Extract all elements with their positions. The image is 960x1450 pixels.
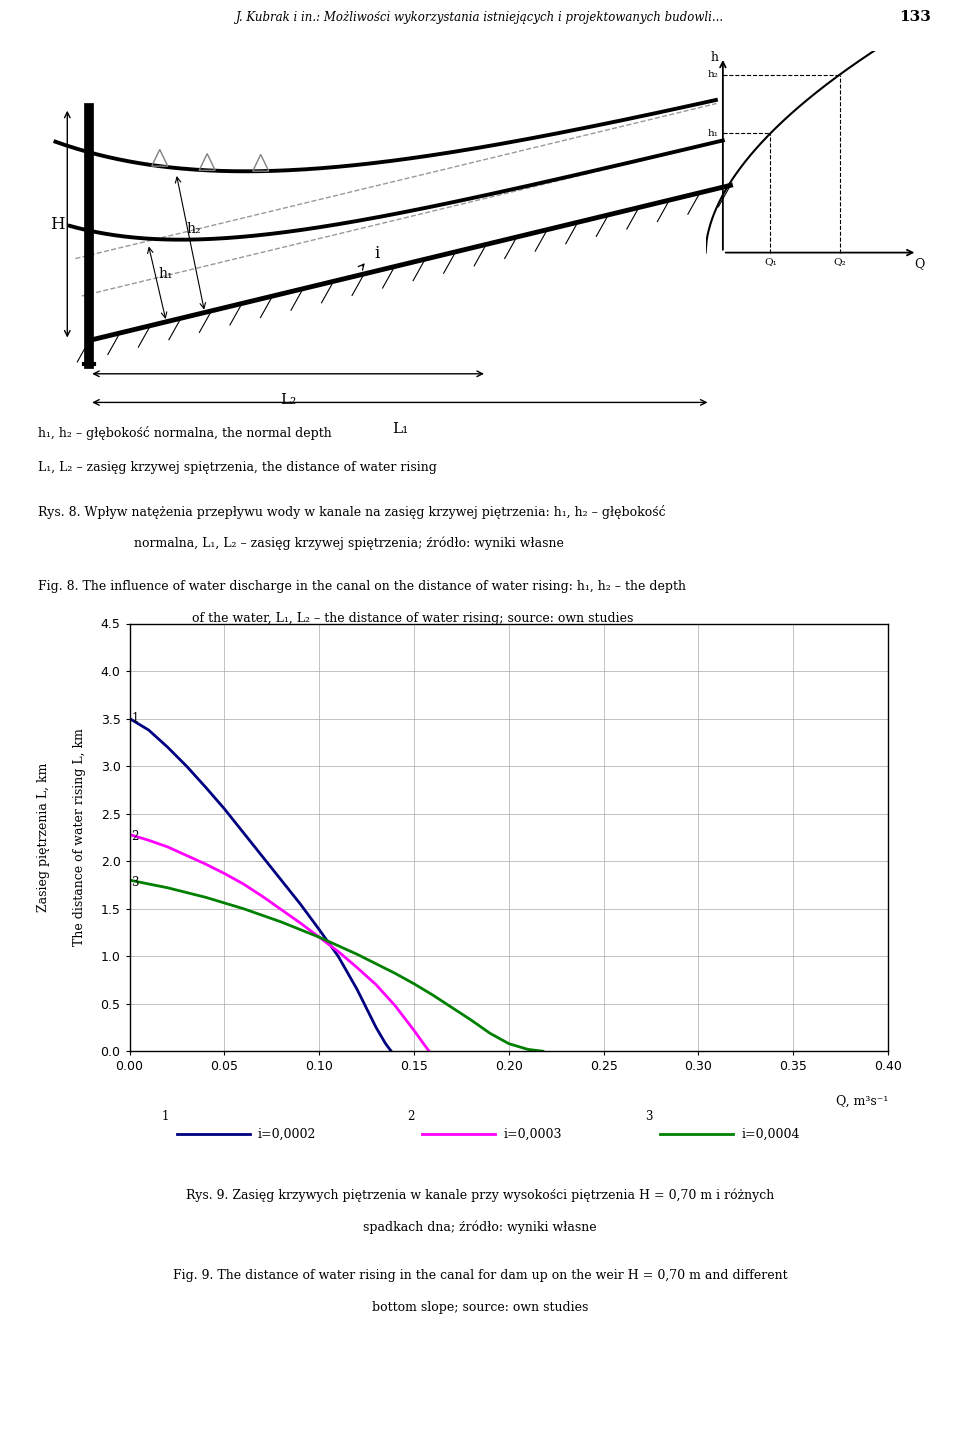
Text: of the water, L₁, L₂ – the distance of water rising; source: own studies: of the water, L₁, L₂ – the distance of w… [192,612,634,625]
Text: Q₁: Q₁ [764,257,777,265]
Text: 1: 1 [132,712,139,725]
Text: 133: 133 [900,10,931,25]
Text: 3: 3 [132,876,139,889]
Text: i=0,0004: i=0,0004 [741,1128,800,1141]
Text: Zasieg piętrzenia L, km: Zasieg piętrzenia L, km [36,763,50,912]
Text: i: i [374,245,379,262]
Text: L₁, L₂ – zasięg krzywej spiętrzenia, the distance of water rising: L₁, L₂ – zasięg krzywej spiętrzenia, the… [38,461,437,474]
Text: The distance of water rising L, km: The distance of water rising L, km [73,728,86,947]
Text: h₁, h₂ – głębokość normalna, the normal depth: h₁, h₂ – głębokość normalna, the normal … [38,426,332,441]
Text: L₂: L₂ [280,393,297,407]
Text: bottom slope; source: own studies: bottom slope; source: own studies [372,1301,588,1314]
Text: Rys. 8. Wpływ natężenia przepływu wody w kanale na zasięg krzywej piętrzenia: h₁: Rys. 8. Wpływ natężenia przepływu wody w… [38,505,666,519]
Text: Fig. 8. The influence of water discharge in the canal on the distance of water r: Fig. 8. The influence of water discharge… [38,580,686,593]
Text: H: H [50,216,64,232]
Text: L₁: L₁ [392,422,408,435]
Text: 3: 3 [645,1111,653,1122]
Text: spadkach dna; źródło: wyniki własne: spadkach dna; źródło: wyniki własne [363,1221,597,1234]
Text: h₂: h₂ [186,222,201,235]
Text: h₁: h₁ [708,129,718,138]
Text: 1: 1 [161,1111,169,1122]
Text: Rys. 9. Zasięg krzywych piętrzenia w kanale przy wysokości piętrzenia ​H​ = 0,70: Rys. 9. Zasięg krzywych piętrzenia w kan… [186,1189,774,1202]
Text: i=0,0002: i=0,0002 [257,1128,316,1141]
Text: Q: Q [914,257,924,270]
Text: normalna, L₁, L₂ – zasięg krzywej spiętrzenia; źródło: wyniki własne: normalna, L₁, L₂ – zasięg krzywej spiętr… [134,536,564,550]
Text: 2: 2 [132,829,139,842]
Text: Q, m³s⁻¹: Q, m³s⁻¹ [835,1095,888,1108]
Text: 2: 2 [407,1111,415,1122]
Text: Q₂: Q₂ [833,257,846,265]
Text: h₂: h₂ [708,70,718,80]
Text: h₁: h₁ [158,267,173,281]
Text: i=0,0003: i=0,0003 [503,1128,562,1141]
Text: h: h [710,51,718,64]
Text: Fig. 9. The distance of water rising in the canal for dam up on the weir H​ = 0,: Fig. 9. The distance of water rising in … [173,1269,787,1282]
Text: J. Kubrak i in.: Możliwości wykorzystania istniejących i projektowanych budowli.: J. Kubrak i in.: Możliwości wykorzystani… [236,12,724,23]
